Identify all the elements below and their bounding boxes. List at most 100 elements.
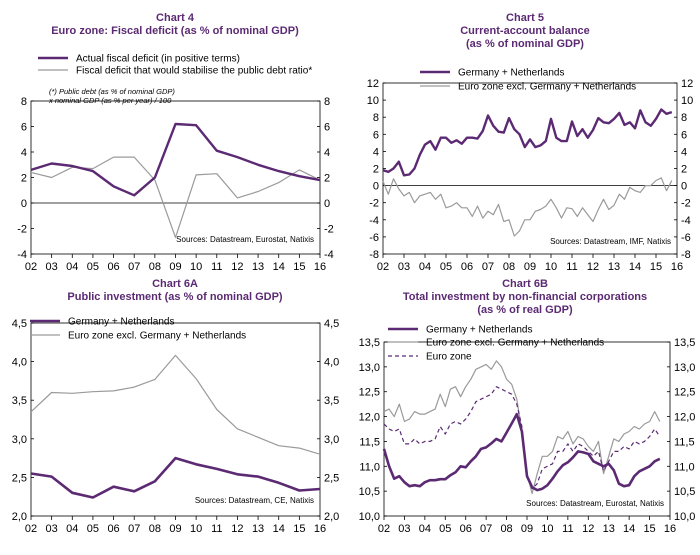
chart-6b-panel: Chart 6B Total investment by non-financi… — [350, 278, 700, 555]
x-tick-label: 12 — [231, 523, 243, 535]
x-tick-label: 14 — [273, 523, 285, 535]
x-tick-label: 14 — [623, 523, 635, 535]
y-tick-label-left: 4 — [373, 146, 379, 158]
chart-source: Sources: Datastream, Eurostat, Natixis — [176, 235, 314, 244]
y-tick-label-right: 2,0 — [324, 511, 339, 523]
plot-frame — [382, 82, 678, 255]
legend-label-1: Germany + Netherlands — [458, 68, 564, 79]
x-tick-label: 10 — [190, 261, 202, 273]
x-tick-label: 08 — [149, 523, 161, 535]
chart-6b-title-line3: (as % of real GDP) — [477, 304, 573, 316]
x-tick-label: 13 — [252, 523, 264, 535]
x-tick-label: 04 — [419, 523, 431, 535]
y-tick-label-left: 3,5 — [12, 395, 27, 407]
series-line-2 — [30, 354, 321, 455]
y-tick-label-right: -2 — [681, 198, 691, 210]
x-tick-label: 02 — [378, 523, 390, 535]
x-tick-label: 04 — [419, 261, 431, 273]
y-tick-label-right: 0 — [324, 198, 330, 210]
y-tick-label-right: 12,5 — [674, 387, 695, 399]
x-tick-label: 14 — [629, 261, 641, 273]
y-tick-label-left: 0 — [21, 198, 27, 210]
y-tick-label-left: 8 — [21, 96, 27, 108]
x-tick-label: 09 — [169, 523, 181, 535]
legend-label-1: Actual fiscal deficit (in positive terms… — [76, 54, 240, 65]
x-tick-label: 06 — [461, 261, 473, 273]
x-tick-label: 16 — [314, 523, 326, 535]
x-tick-label: 13 — [252, 261, 264, 273]
x-tick-label: 15 — [293, 523, 305, 535]
y-tick-label-left: 13,5 — [359, 337, 380, 349]
chart-source: Sources: Datastream, IMF, Natixis — [550, 237, 671, 246]
y-tick-label-right: 2 — [324, 173, 330, 185]
y-tick-label-left: 10,0 — [359, 511, 380, 523]
y-tick-label-right: 10,5 — [674, 486, 695, 498]
chart-6a-panel: Chart 6A Public investment (as % of nomi… — [0, 278, 350, 555]
series-line-1 — [382, 412, 661, 492]
y-tick-label-left: 8 — [373, 112, 379, 124]
x-tick-label: 07 — [482, 261, 494, 273]
series-line-2 — [382, 177, 673, 237]
y-tick-label-right: 2 — [681, 164, 687, 176]
series-line-1 — [30, 456, 321, 499]
x-tick-label: 03 — [398, 523, 410, 535]
y-tick-label-left: 2 — [21, 173, 27, 185]
y-tick-label-left: 10 — [367, 95, 379, 107]
x-tick-label: 12 — [231, 261, 243, 273]
x-tick-label: 09 — [169, 261, 181, 273]
y-tick-label-left: -2 — [369, 198, 379, 210]
plot-frame — [30, 322, 321, 517]
y-tick-label-right: 6 — [324, 122, 330, 134]
x-tick-label: 15 — [643, 523, 655, 535]
y-tick-label-right: -6 — [681, 232, 691, 244]
y-tick-label-right: 4,0 — [324, 357, 339, 369]
y-tick-label-right: 3,5 — [324, 395, 339, 407]
series-line-1 — [30, 122, 321, 197]
y-tick-label-left: 0 — [373, 181, 379, 193]
legend-label-2: Euro zone excl. Germany + Netherlands — [458, 82, 636, 93]
y-tick-label-left: 11,5 — [359, 436, 380, 448]
y-tick-label-left: -8 — [369, 249, 379, 261]
x-tick-label: 13 — [608, 261, 620, 273]
x-tick-label: 14 — [273, 261, 285, 273]
x-tick-label: 08 — [149, 261, 161, 273]
y-tick-label-right: 12,0 — [674, 412, 695, 424]
x-tick-label: 05 — [87, 523, 99, 535]
y-tick-label-left: 12,5 — [359, 387, 380, 399]
x-tick-label: 06 — [107, 523, 119, 535]
legend-label-2: Fiscal deficit that would stabilise the … — [76, 66, 312, 77]
x-tick-label: 05 — [439, 523, 451, 535]
y-tick-label-left: -4 — [369, 215, 379, 227]
x-tick-label: 02 — [377, 261, 389, 273]
y-tick-label-left: 11,0 — [359, 461, 380, 473]
x-tick-label: 05 — [87, 261, 99, 273]
chart-4-title-line2: Euro zone: Fiscal deficit (as % of nomin… — [51, 25, 299, 37]
y-tick-label-right: 10 — [681, 95, 693, 107]
x-tick-label: 10 — [545, 261, 557, 273]
y-tick-label-left: -6 — [369, 232, 379, 244]
y-tick-label-right: -4 — [324, 249, 334, 261]
y-tick-label-right: 4 — [324, 147, 330, 159]
x-tick-label: 03 — [46, 261, 58, 273]
x-tick-label: 06 — [460, 523, 472, 535]
x-tick-label: 15 — [293, 261, 305, 273]
y-tick-label-right: 8 — [681, 112, 687, 124]
y-tick-label-right: 8 — [324, 96, 330, 108]
y-tick-label-right: 4,5 — [324, 318, 339, 330]
y-tick-label-right: 0 — [681, 181, 687, 193]
y-tick-label-left: 2,0 — [12, 511, 27, 523]
legend-label-1: Germany + Netherlands — [426, 325, 532, 336]
x-tick-label: 15 — [650, 261, 662, 273]
x-tick-label: 16 — [671, 261, 683, 273]
x-tick-label: 02 — [25, 261, 37, 273]
y-tick-label-right: 12 — [681, 78, 693, 90]
chart-6a-title-line1: Chart 6A — [152, 278, 198, 290]
chart-6b-title-line2: Total investment by non-financial corpor… — [402, 291, 648, 303]
chart-5-title-line1: Chart 5 — [506, 12, 544, 24]
chart-4-title-line1: Chart 4 — [156, 12, 194, 24]
chart-6b-svg: 13,5 13,5 13,0 13,0 12,5 12,5 12,0 12,0 11,5 11,5… — [359, 325, 696, 536]
y-tick-label-right: 6 — [681, 129, 687, 141]
legend-label-2: Euro zone excl. Germany + Netherlands — [68, 331, 246, 342]
y-tick-label-right: 11,0 — [674, 461, 695, 473]
chart-note-line2: x nominal GDP (as % per year) / 100 — [48, 96, 172, 105]
